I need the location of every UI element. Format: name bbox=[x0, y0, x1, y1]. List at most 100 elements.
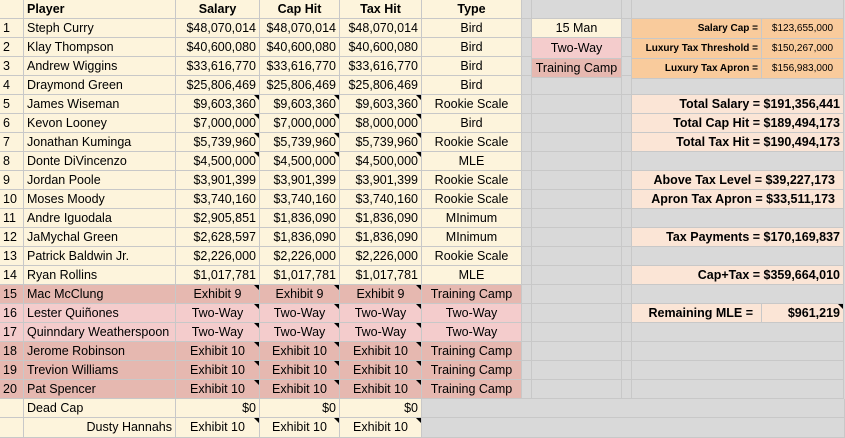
cap-hit-cell[interactable]: $5,739,960 bbox=[260, 133, 340, 152]
total-tax-hit[interactable]: Total Tax Hit = $190,494,173 bbox=[632, 133, 844, 152]
type-cell[interactable]: Bird bbox=[422, 38, 522, 57]
cap-hit-cell[interactable]: $1,836,090 bbox=[260, 228, 340, 247]
player-name-cell[interactable]: Andrew Wiggins bbox=[24, 57, 176, 76]
player-name-cell[interactable]: Patrick Baldwin Jr. bbox=[24, 247, 176, 266]
salary-cell[interactable]: $2,226,000 bbox=[176, 247, 260, 266]
dead-cap-label[interactable]: Dead Cap bbox=[24, 399, 176, 418]
header-salary[interactable]: Salary bbox=[176, 0, 260, 19]
salary-cell[interactable]: Two-Way bbox=[176, 304, 260, 323]
row-number[interactable]: 4 bbox=[0, 76, 24, 95]
dusty-cap[interactable]: Exhibit 10 bbox=[260, 418, 340, 438]
type-cell[interactable]: Rookie Scale bbox=[422, 133, 522, 152]
type-cell[interactable]: MLE bbox=[422, 266, 522, 285]
player-name-cell[interactable]: Kevon Looney bbox=[24, 114, 176, 133]
cap-hit-cell[interactable]: $2,226,000 bbox=[260, 247, 340, 266]
type-cell[interactable]: Rookie Scale bbox=[422, 95, 522, 114]
cap-hit-cell[interactable]: $40,600,080 bbox=[260, 38, 340, 57]
type-cell[interactable]: Bird bbox=[422, 114, 522, 133]
row-number[interactable]: 14 bbox=[0, 266, 24, 285]
cap-hit-cell[interactable]: $7,000,000 bbox=[260, 114, 340, 133]
remaining-mle-label[interactable]: Remaining MLE = bbox=[632, 304, 762, 323]
row-number[interactable]: 12 bbox=[0, 228, 24, 247]
header-cap-hit[interactable]: Cap Hit bbox=[260, 0, 340, 19]
row-number[interactable]: 9 bbox=[0, 171, 24, 190]
type-cell[interactable]: Training Camp bbox=[422, 342, 522, 361]
dusty-salary[interactable]: Exhibit 10 bbox=[176, 418, 260, 438]
tax-hit-cell[interactable]: Exhibit 10 bbox=[340, 342, 422, 361]
salary-cell[interactable]: $9,603,360 bbox=[176, 95, 260, 114]
type-cell[interactable]: Rookie Scale bbox=[422, 190, 522, 209]
player-name-cell[interactable]: Donte DiVincenzo bbox=[24, 152, 176, 171]
cap-hit-cell[interactable]: Exhibit 10 bbox=[260, 361, 340, 380]
tax-hit-cell[interactable]: $40,600,080 bbox=[340, 38, 422, 57]
dusty-tax[interactable]: Exhibit 10 bbox=[340, 418, 422, 438]
row-number[interactable]: 8 bbox=[0, 152, 24, 171]
tax-hit-cell[interactable]: $2,226,000 bbox=[340, 247, 422, 266]
tax-hit-cell[interactable]: Exhibit 10 bbox=[340, 380, 422, 399]
type-cell[interactable]: Training Camp bbox=[422, 361, 522, 380]
salary-cell[interactable]: $4,500,000 bbox=[176, 152, 260, 171]
row-number[interactable]: 20 bbox=[0, 380, 24, 399]
cap-hit-cell[interactable]: Two-Way bbox=[260, 304, 340, 323]
tax-hit-cell[interactable]: $9,603,360 bbox=[340, 95, 422, 114]
row-number[interactable]: 17 bbox=[0, 323, 24, 342]
cap-hit-cell[interactable]: $1,836,090 bbox=[260, 209, 340, 228]
player-name-cell[interactable]: Moses Moody bbox=[24, 190, 176, 209]
legend-training-camp[interactable]: Training Camp bbox=[532, 59, 622, 78]
row-number[interactable]: 6 bbox=[0, 114, 24, 133]
player-name-cell[interactable]: Draymond Green bbox=[24, 76, 176, 95]
row-number[interactable]: 16 bbox=[0, 304, 24, 323]
type-cell[interactable]: Bird bbox=[422, 76, 522, 95]
header-player[interactable]: Player bbox=[24, 0, 176, 19]
total-salary[interactable]: Total Salary = $191,356,441 bbox=[632, 95, 844, 114]
player-name-cell[interactable]: Klay Thompson bbox=[24, 38, 176, 57]
tax-hit-cell[interactable]: Two-Way bbox=[340, 323, 422, 342]
tax-hit-cell[interactable]: Exhibit 9 bbox=[340, 285, 422, 304]
row-number[interactable]: 18 bbox=[0, 342, 24, 361]
cap-hit-cell[interactable]: Exhibit 10 bbox=[260, 380, 340, 399]
player-name-cell[interactable]: James Wiseman bbox=[24, 95, 176, 114]
type-cell[interactable]: Bird bbox=[422, 19, 522, 38]
total-cap-hit[interactable]: Total Cap Hit = $189,494,173 bbox=[632, 114, 844, 133]
cap-hit-cell[interactable]: Exhibit 9 bbox=[260, 285, 340, 304]
tax-hit-cell[interactable]: $4,500,000 bbox=[340, 152, 422, 171]
legend-15-man[interactable]: 15 Man bbox=[532, 19, 622, 38]
tax-hit-cell[interactable]: $48,070,014 bbox=[340, 19, 422, 38]
luxury-tax-value[interactable]: $150,267,000 bbox=[762, 39, 844, 59]
row-number[interactable]: 2 bbox=[0, 38, 24, 57]
row-number[interactable]: 3 bbox=[0, 57, 24, 76]
salary-cell[interactable]: $5,739,960 bbox=[176, 133, 260, 152]
type-cell[interactable]: Two-Way bbox=[422, 304, 522, 323]
salary-cap-value[interactable]: $123,655,000 bbox=[762, 19, 844, 39]
tax-hit-cell[interactable]: $5,739,960 bbox=[340, 133, 422, 152]
player-name-cell[interactable]: Quinndary Weatherspoon bbox=[24, 323, 176, 342]
salary-cell[interactable]: $48,070,014 bbox=[176, 19, 260, 38]
apron-label[interactable]: Luxury Tax Apron = bbox=[632, 59, 762, 79]
dead-cap-salary[interactable]: $0 bbox=[176, 399, 260, 418]
type-cell[interactable]: Two-Way bbox=[422, 323, 522, 342]
salary-cell[interactable]: Two-Way bbox=[176, 323, 260, 342]
player-name-cell[interactable]: JaMychal Green bbox=[24, 228, 176, 247]
tax-hit-cell[interactable]: Two-Way bbox=[340, 304, 422, 323]
tax-hit-cell[interactable]: $8,000,000 bbox=[340, 114, 422, 133]
type-cell[interactable]: Training Camp bbox=[422, 380, 522, 399]
dead-cap-cap[interactable]: $0 bbox=[260, 399, 340, 418]
player-name-cell[interactable]: Andre Iguodala bbox=[24, 209, 176, 228]
player-name-cell[interactable]: Pat Spencer bbox=[24, 380, 176, 399]
tax-hit-cell[interactable]: $1,836,090 bbox=[340, 228, 422, 247]
dead-cap-tax[interactable]: $0 bbox=[340, 399, 422, 418]
cap-hit-cell[interactable]: $33,616,770 bbox=[260, 57, 340, 76]
player-name-cell[interactable]: Mac McClung bbox=[24, 285, 176, 304]
tax-hit-cell[interactable]: $3,901,399 bbox=[340, 171, 422, 190]
type-cell[interactable]: MInimum bbox=[422, 228, 522, 247]
type-cell[interactable]: Rookie Scale bbox=[422, 171, 522, 190]
tax-payments[interactable]: Tax Payments = $170,169,837 bbox=[632, 228, 844, 247]
salary-cell[interactable]: $3,740,160 bbox=[176, 190, 260, 209]
salary-cell[interactable]: $33,616,770 bbox=[176, 57, 260, 76]
header-tax-hit[interactable]: Tax Hit bbox=[340, 0, 422, 19]
row-number[interactable]: 15 bbox=[0, 285, 24, 304]
player-name-cell[interactable]: Steph Curry bbox=[24, 19, 176, 38]
salary-cell[interactable]: $1,017,781 bbox=[176, 266, 260, 285]
player-name-cell[interactable]: Jordan Poole bbox=[24, 171, 176, 190]
